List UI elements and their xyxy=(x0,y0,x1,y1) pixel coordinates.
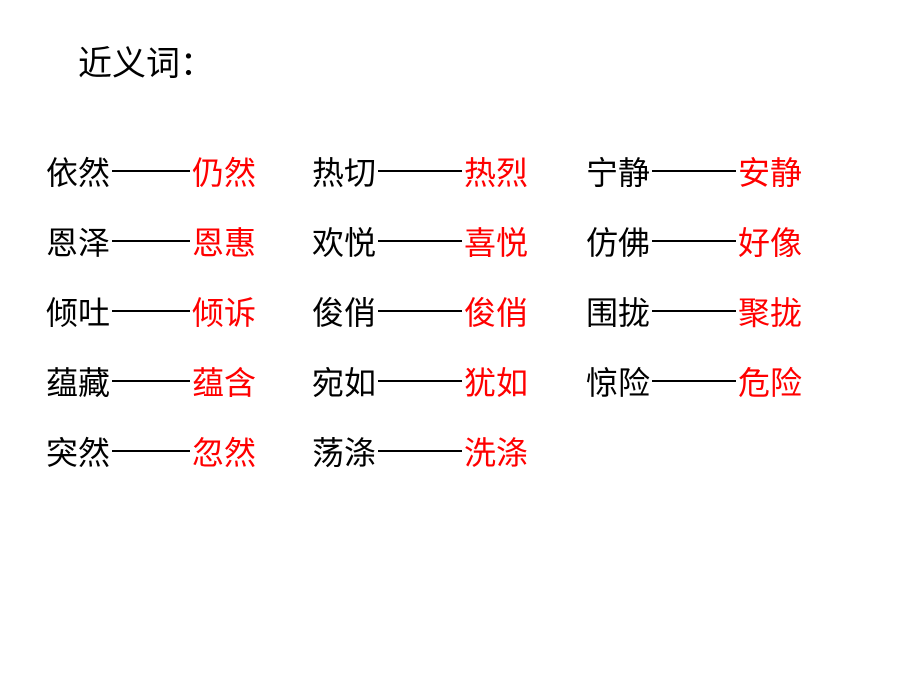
synonym: 倾诉 xyxy=(192,288,256,334)
synonym: 俊俏 xyxy=(464,288,528,334)
synonym-pair: 俊俏 俊俏 xyxy=(312,288,528,334)
dash-connector xyxy=(652,310,736,312)
synonym-pair: 宁静 安静 xyxy=(586,148,802,194)
word: 倾吐 xyxy=(46,288,110,334)
synonym: 蕴含 xyxy=(192,358,256,404)
word: 突然 xyxy=(46,428,110,474)
word: 蕴藏 xyxy=(46,358,110,404)
dash-connector xyxy=(652,170,736,172)
synonym-pair: 倾吐 倾诉 xyxy=(46,288,256,334)
synonym-pair: 依然 仍然 xyxy=(46,148,256,194)
synonym-pair: 宛如 犹如 xyxy=(312,358,528,404)
synonym-pair: 围拢 聚拢 xyxy=(586,288,802,334)
dash-connector xyxy=(112,170,190,172)
synonym: 忽然 xyxy=(192,428,256,474)
page-title: 近义词： xyxy=(78,36,214,85)
synonym-pair: 突然 忽然 xyxy=(46,428,256,474)
dash-connector xyxy=(378,240,462,242)
dash-connector xyxy=(652,240,736,242)
word: 惊险 xyxy=(586,358,650,404)
word: 围拢 xyxy=(586,288,650,334)
dash-connector xyxy=(112,240,190,242)
word: 欢悦 xyxy=(312,218,376,264)
word: 热切 xyxy=(312,148,376,194)
synonym: 安静 xyxy=(738,148,802,194)
synonym-pair: 热切 热烈 xyxy=(312,148,528,194)
synonym: 危险 xyxy=(738,358,802,404)
synonym: 洗涤 xyxy=(464,428,528,474)
synonym-pair: 荡涤 洗涤 xyxy=(312,428,528,474)
synonym: 好像 xyxy=(738,218,802,264)
dash-connector xyxy=(652,380,736,382)
dash-connector xyxy=(378,310,462,312)
synonym-pair: 蕴藏 蕴含 xyxy=(46,358,256,404)
synonym-pair: 惊险 危险 xyxy=(586,358,802,404)
dash-connector xyxy=(378,170,462,172)
word: 依然 xyxy=(46,148,110,194)
synonym: 聚拢 xyxy=(738,288,802,334)
synonym-pair: 欢悦 喜悦 xyxy=(312,218,528,264)
synonym: 犹如 xyxy=(464,358,528,404)
word: 宁静 xyxy=(586,148,650,194)
word: 荡涤 xyxy=(312,428,376,474)
title-text: 近义词： xyxy=(78,46,214,83)
synonym: 热烈 xyxy=(464,148,528,194)
word: 俊俏 xyxy=(312,288,376,334)
synonym-pair: 恩泽 恩惠 xyxy=(46,218,256,264)
dash-connector xyxy=(112,380,190,382)
synonym-pair: 仿佛 好像 xyxy=(586,218,802,264)
synonym: 恩惠 xyxy=(192,218,256,264)
synonym: 仍然 xyxy=(192,148,256,194)
dash-connector xyxy=(112,450,190,452)
word: 恩泽 xyxy=(46,218,110,264)
dash-connector xyxy=(378,450,462,452)
synonym: 喜悦 xyxy=(464,218,528,264)
dash-connector xyxy=(112,310,190,312)
word: 仿佛 xyxy=(586,218,650,264)
dash-connector xyxy=(378,380,462,382)
word: 宛如 xyxy=(312,358,376,404)
